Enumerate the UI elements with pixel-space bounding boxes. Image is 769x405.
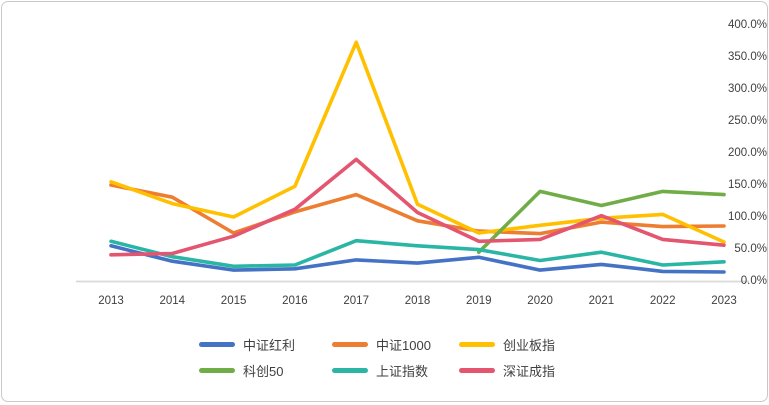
series-line-2 [109,40,726,244]
x-tick-label: 2016 [282,295,308,307]
legend-label: 深证成指 [503,364,556,379]
y-tick-label: 150.0% [727,179,767,191]
x-tick-label: 2017 [343,295,369,307]
legend-line-swatch-teal [332,368,368,373]
legend-item-kechuang-50: 科创50 [199,361,332,380]
x-tick-label: 2022 [649,295,676,307]
y-tick-label: 100.0% [727,211,767,223]
legend-line-swatch-gold [459,342,495,347]
y-tick-label: 350.0% [727,51,767,63]
series-line-5 [109,157,726,257]
y-tick-label: 200.0% [727,147,767,159]
x-tick-label: 2015 [220,295,247,307]
legend-line-swatch-orange [332,342,368,347]
x-tick-label: 2021 [588,295,615,307]
legend-label: 中证1000 [376,338,431,353]
y-tick-label: 300.0% [727,83,767,95]
legend-line-swatch-blue [199,342,235,347]
legend-line-swatch-green [199,368,235,373]
x-tick-label: 2018 [404,295,431,307]
y-tick-label: 0.0% [740,275,767,287]
legend-label: 创业板指 [503,338,556,353]
y-tick-label: 250.0% [727,115,767,127]
series-line-4 [109,238,726,269]
legend-label: 上证指数 [376,364,429,379]
legend-label: 中证红利 [243,338,296,353]
legend-item-chuangyeban: 创业板指 [459,335,581,354]
series-line-0 [109,244,726,274]
y-tick-label: 50.0% [734,243,767,255]
legend-item-shenzheng-chengzhi: 深证成指 [459,361,581,380]
x-tick-label: 2014 [159,295,186,307]
x-tick-label: 2020 [527,295,553,307]
legend-line-swatch-red [459,368,495,373]
legend-item-zhongzheng-1000: 中证1000 [332,335,459,354]
legend-item-shangzheng-zhishu: 上证指数 [332,361,459,380]
chart-legend: 中证红利 中证1000 创业板指 科创50 上证指数 深证成指 [199,335,581,380]
legend-item-zhongzheng-hongli: 中证红利 [199,335,332,354]
x-tick-label: 2019 [466,295,492,307]
series-line-3 [476,189,726,254]
x-tick-label: 2023 [711,295,737,307]
legend-label: 科创50 [243,364,284,379]
y-tick-label: 400.0% [727,19,767,31]
x-tick-label: 2013 [98,295,124,307]
